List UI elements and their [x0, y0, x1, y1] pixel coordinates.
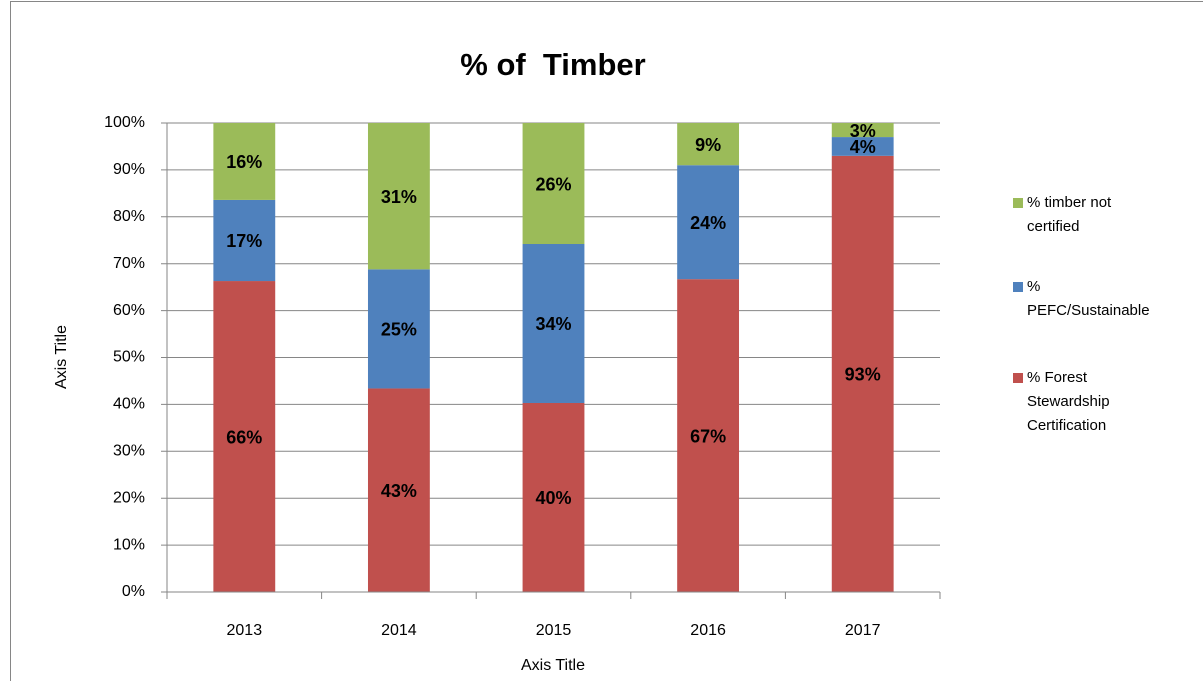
bar-segment — [522, 123, 585, 245]
y-tick-label: 70% — [113, 255, 145, 272]
data-label: 43% — [381, 481, 417, 501]
legend-label: % timber not certified — [1027, 194, 1112, 235]
y-tick-label: 90% — [113, 161, 145, 178]
bar-segment — [522, 402, 585, 592]
x-tick-label: 2015 — [536, 622, 572, 639]
bar-segment — [213, 123, 276, 200]
bar-segment — [522, 244, 585, 403]
data-label: 16% — [226, 152, 262, 172]
data-label: 66% — [226, 427, 262, 447]
legend-label: % PEFC/Sustainable — [1027, 278, 1150, 319]
bar-segment — [213, 281, 276, 592]
chart-border — [10, 1, 1203, 681]
y-tick-label: 60% — [113, 302, 145, 319]
y-tick-label: 10% — [113, 536, 145, 553]
y-tick-label: 50% — [113, 349, 145, 366]
bar-segment — [367, 123, 430, 270]
data-label: 26% — [535, 174, 571, 194]
y-tick-label: 0% — [122, 583, 145, 600]
y-tick-label: 40% — [113, 396, 145, 413]
x-axis-title: Axis Title — [521, 657, 585, 674]
bar-segment — [831, 137, 894, 156]
y-axis-title: Axis Title — [53, 325, 70, 389]
data-label: 3% — [850, 121, 876, 141]
legend-swatch — [1013, 198, 1023, 208]
bar-segment — [677, 165, 740, 280]
data-label: 40% — [535, 488, 571, 508]
bar-segment — [677, 279, 740, 592]
data-label: 67% — [690, 426, 726, 446]
data-label: 9% — [695, 135, 721, 155]
bar-segment — [367, 388, 430, 592]
legend-swatch — [1013, 282, 1023, 292]
x-tick-label: 2016 — [690, 622, 726, 639]
legend-swatch — [1013, 373, 1023, 383]
data-label: 25% — [381, 320, 417, 340]
bar-segment — [367, 269, 430, 389]
chart-title: % of Timber — [460, 47, 645, 82]
y-tick-label: 20% — [113, 489, 145, 506]
data-label: 34% — [535, 314, 571, 334]
x-tick-label: 2014 — [381, 622, 417, 639]
bar-segment — [831, 155, 894, 592]
data-label: 4% — [850, 137, 876, 157]
bar-segment — [831, 123, 894, 138]
bar-segment — [213, 199, 276, 282]
x-tick-label: 2013 — [227, 622, 263, 639]
legend-label: % Forest Stewardship Certification — [1027, 369, 1110, 434]
data-label: 93% — [845, 365, 881, 385]
data-label: 31% — [381, 187, 417, 207]
data-label: 24% — [690, 213, 726, 233]
data-label: 17% — [226, 231, 262, 251]
y-tick-label: 100% — [104, 114, 145, 131]
y-tick-label: 30% — [113, 443, 145, 460]
bar-segment — [677, 123, 740, 166]
y-tick-label: 80% — [113, 208, 145, 225]
x-tick-label: 2017 — [845, 622, 881, 639]
